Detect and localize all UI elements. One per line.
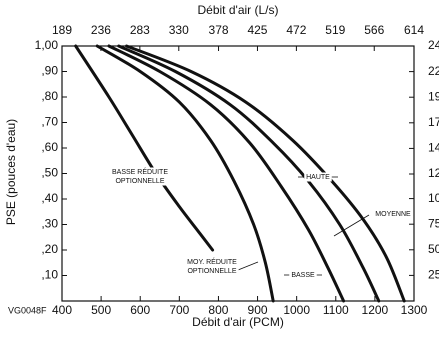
x-tick-label: 1100 — [323, 303, 349, 317]
fan-curve — [74, 44, 215, 252]
label-bg — [109, 167, 171, 177]
curve-label: BASSE — [291, 272, 315, 279]
y-tick-label: ,60 — [41, 140, 58, 154]
x-tick-label: 700 — [169, 303, 189, 317]
curve-label: MOY. RÉDUITE — [187, 257, 237, 266]
x-tick-label: 1200 — [362, 303, 389, 317]
x-tick-label: 1300 — [401, 303, 428, 317]
x-tick-label: 900 — [248, 303, 268, 317]
y2-tick-label: 124 — [428, 166, 439, 180]
top-tick-label: 330 — [169, 23, 189, 37]
label-bg — [374, 209, 412, 219]
y-tick-label: ,40 — [41, 191, 58, 205]
y-tick-label: ,50 — [41, 166, 58, 180]
x-tick-label: 1000 — [283, 303, 310, 317]
y-tick-label: 1,00 — [35, 38, 59, 52]
fan-curve — [107, 44, 346, 303]
curve-label: HAUTE — [306, 174, 330, 181]
y2-tick-label: 224 — [428, 64, 439, 78]
top-tick-label: 566 — [364, 23, 384, 37]
y2-tick-label: 50 — [428, 242, 439, 256]
figure-code: VG0048F — [8, 305, 47, 315]
top-tick-label: 425 — [247, 23, 267, 37]
leader-line — [333, 214, 370, 237]
label-bg — [304, 172, 332, 182]
curve-label: BASSE RÉDUITE — [112, 167, 168, 176]
top-tick-label: 378 — [209, 23, 229, 37]
fan-curve — [125, 44, 406, 303]
x-tick-label: 400 — [52, 303, 72, 317]
y2-tick-label: 174 — [428, 115, 439, 129]
x-tick-label: 500 — [91, 303, 111, 317]
y2-tick-label: 25 — [428, 268, 439, 282]
label-bg — [289, 270, 317, 280]
label-bg — [183, 257, 241, 267]
top-tick-label: 236 — [91, 23, 111, 37]
y2-tick-label: 249 — [428, 38, 439, 52]
x-tick-label: 600 — [130, 303, 150, 317]
curve-label: MOYENNE — [375, 211, 411, 218]
x-tick-label: 800 — [208, 303, 228, 317]
y2-tick-label: 75 — [428, 216, 439, 230]
top-tick-label: 614 — [404, 23, 424, 37]
leader-line — [237, 261, 259, 271]
y2-tick-label: 199 — [428, 89, 439, 103]
y-tick-label: ,90 — [41, 64, 58, 78]
top-tick-label: 283 — [130, 23, 150, 37]
label-bg — [113, 176, 167, 186]
fan-curve — [95, 44, 275, 303]
y-tick-label: ,10 — [41, 268, 58, 282]
fan-curve — [117, 44, 381, 303]
curve-label: OPTIONNELLE — [115, 178, 164, 185]
y-tick-label: ,80 — [41, 89, 58, 103]
top-axis-title: Débit d'air (L/s) — [198, 3, 279, 17]
y-tick-label: ,70 — [41, 115, 58, 129]
y2-tick-label: 149 — [428, 141, 439, 155]
curve-label: OPTIONNELLE — [187, 268, 236, 275]
y-axis-title: PSE (pouces d'eau) — [4, 119, 18, 225]
top-tick-label: 472 — [286, 23, 306, 37]
label-bg — [185, 266, 239, 276]
y-tick-label: ,20 — [41, 242, 58, 256]
top-tick-label: 189 — [52, 23, 72, 37]
y-tick-label: ,30 — [41, 217, 58, 231]
y2-tick-label: 100 — [428, 191, 439, 205]
top-tick-label: 519 — [325, 23, 345, 37]
x-axis-title: Débit d'air (PCM) — [192, 315, 284, 329]
